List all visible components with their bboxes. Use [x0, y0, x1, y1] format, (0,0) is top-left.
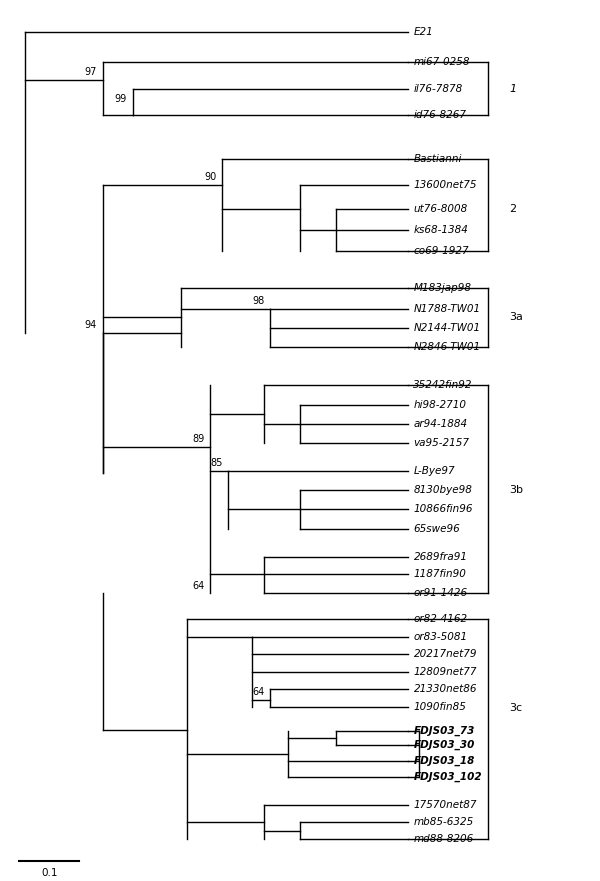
Text: 1: 1 — [509, 84, 516, 93]
Text: or83-5081: or83-5081 — [413, 632, 467, 642]
Text: FDJS03_30: FDJS03_30 — [413, 740, 475, 751]
Text: N2144-TW01: N2144-TW01 — [413, 322, 481, 333]
Text: ut76-8008: ut76-8008 — [413, 204, 468, 214]
Text: 65swe96: 65swe96 — [413, 523, 460, 534]
Text: 10866fin96: 10866fin96 — [413, 505, 473, 515]
Text: 90: 90 — [204, 172, 217, 182]
Text: 99: 99 — [115, 93, 127, 104]
Text: ar94-1884: ar94-1884 — [413, 418, 467, 429]
Text: 64: 64 — [252, 687, 264, 697]
Text: co69-1927: co69-1927 — [413, 246, 469, 256]
Text: 20217net79: 20217net79 — [413, 649, 477, 659]
Text: FDJS03_18: FDJS03_18 — [413, 756, 475, 766]
Text: 35242fin92: 35242fin92 — [413, 381, 473, 390]
Text: 0.1: 0.1 — [41, 869, 58, 878]
Text: 3a: 3a — [509, 313, 523, 322]
Text: 12809net77: 12809net77 — [413, 667, 477, 677]
Text: N2846-TW01: N2846-TW01 — [413, 342, 481, 352]
Text: or91-1426: or91-1426 — [413, 589, 467, 598]
Text: mb85-6325: mb85-6325 — [413, 817, 474, 827]
Text: 85: 85 — [210, 458, 223, 469]
Text: va95-2157: va95-2157 — [413, 438, 469, 448]
Text: 89: 89 — [192, 434, 205, 444]
Text: 8130bye98: 8130bye98 — [413, 485, 472, 495]
Text: id76-8267: id76-8267 — [413, 110, 466, 120]
Text: 1090fin85: 1090fin85 — [413, 702, 466, 712]
Text: 17570net87: 17570net87 — [413, 800, 477, 810]
Text: 97: 97 — [85, 67, 97, 78]
Text: 2: 2 — [509, 204, 516, 214]
Text: or82-4162: or82-4162 — [413, 614, 467, 625]
Text: 64: 64 — [192, 581, 205, 590]
Text: 3c: 3c — [509, 704, 522, 714]
Text: M183jap98: M183jap98 — [413, 283, 472, 292]
Text: Bastianni: Bastianni — [413, 153, 462, 164]
Text: FDJS03_73: FDJS03_73 — [413, 726, 475, 737]
Text: hi98-2710: hi98-2710 — [413, 400, 466, 410]
Text: 21330net86: 21330net86 — [413, 685, 477, 694]
Text: FDJS03_102: FDJS03_102 — [413, 772, 482, 781]
Text: 13600net75: 13600net75 — [413, 180, 477, 189]
Text: N1788-TW01: N1788-TW01 — [413, 304, 481, 314]
Text: il76-7878: il76-7878 — [413, 84, 463, 93]
Text: 94: 94 — [85, 321, 97, 330]
Text: ks68-1384: ks68-1384 — [413, 226, 469, 235]
Text: L-Bye97: L-Bye97 — [413, 466, 455, 476]
Text: 98: 98 — [252, 296, 264, 306]
Text: 2689fra91: 2689fra91 — [413, 552, 467, 561]
Text: mi67-0258: mi67-0258 — [413, 57, 470, 68]
Text: md88-8206: md88-8206 — [413, 834, 474, 845]
Text: 1187fin90: 1187fin90 — [413, 569, 466, 579]
Text: E21: E21 — [413, 27, 433, 37]
Text: 3b: 3b — [509, 485, 523, 495]
